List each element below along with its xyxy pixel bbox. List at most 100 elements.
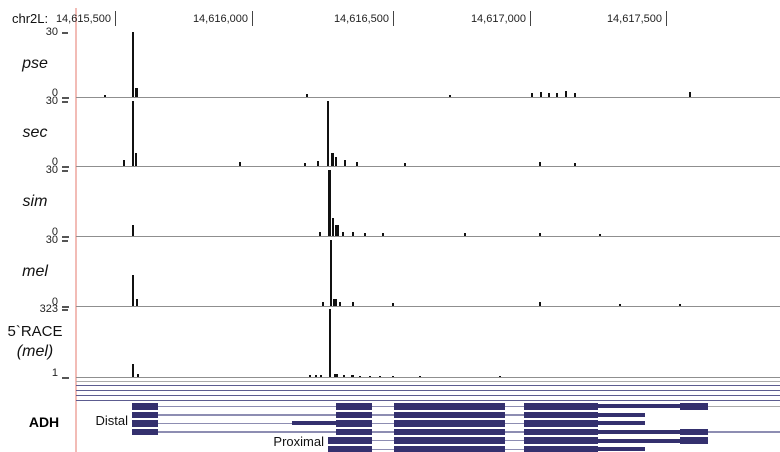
signal-spike (326, 101, 330, 166)
signal-spike (356, 161, 358, 166)
transcript-exon (336, 403, 372, 410)
transcript-exon (680, 428, 708, 436)
transcript-intron-line (158, 431, 336, 433)
transcript-intron-line (708, 431, 780, 433)
signal-spike (344, 159, 346, 166)
ruler-tick-mark (115, 11, 116, 26)
signal-spike (132, 364, 134, 377)
distal-promoter-label: Distal (95, 413, 128, 428)
track-baseline (76, 166, 780, 168)
transcript-intron-line (158, 405, 336, 407)
signal-spike (132, 225, 134, 236)
transcript-exon (524, 403, 598, 410)
transcript-exon (132, 420, 158, 427)
track-baseline (76, 306, 780, 308)
signal-spike (548, 92, 550, 97)
track-baseline (76, 377, 780, 379)
y-axis-max-label: 30 (45, 234, 58, 246)
signal-spike (332, 218, 334, 236)
signal-spike (352, 231, 354, 236)
transcript-exon (524, 420, 598, 427)
transcript-utr-bar (598, 430, 680, 435)
signal-spike (679, 303, 681, 306)
signal-spike (364, 232, 366, 236)
signal-spike (343, 375, 345, 377)
signal-spike (330, 153, 334, 166)
transcript-exon (336, 411, 372, 419)
flanking-gene-transcript-line (76, 400, 780, 402)
transcript-exon (328, 446, 372, 452)
y-axis-min-tick (62, 306, 69, 308)
transcript-intron-line (505, 431, 524, 433)
signal-spike (379, 375, 381, 377)
y-axis-min-tick (62, 377, 69, 379)
transcript-exon (524, 446, 598, 452)
transcript-exon (394, 403, 505, 410)
transcript-exon (524, 437, 598, 444)
transcript-intron-line (158, 414, 336, 416)
transcript-intron-line (372, 405, 394, 407)
signal-spike (309, 375, 311, 377)
track-name-sublabel: (mel) (16, 343, 54, 360)
signal-spike (369, 375, 371, 377)
ruler-coordinate-label: 14,616,500 (333, 13, 389, 25)
y-axis-min-label: 0 (51, 87, 58, 99)
signal-spike (327, 170, 331, 236)
ruler-tick-mark (393, 11, 394, 26)
transcript-exon (132, 411, 158, 419)
transcript-intron-line (372, 422, 394, 425)
ruler-tick-mark (252, 11, 253, 26)
signal-spike (539, 301, 541, 306)
transcript-exon (394, 428, 505, 436)
transcript-exon (132, 403, 158, 410)
signal-spike (328, 309, 332, 377)
transcript-exon (336, 428, 372, 436)
signal-spike (132, 275, 134, 306)
transcript-utr-bar (598, 404, 680, 409)
ruler-coordinate-label: 14,617,500 (606, 13, 662, 25)
signal-spike (574, 162, 576, 166)
transcript-intron-line (505, 405, 524, 407)
signal-spike (136, 299, 138, 306)
signal-spike (689, 91, 691, 97)
chromosome-label: chr2L: (12, 11, 49, 26)
y-axis-min-label: 0 (51, 226, 58, 238)
signal-spike (599, 233, 601, 236)
flanking-gene-transcript-line (76, 395, 780, 397)
signal-spike (306, 93, 308, 97)
transcript-intron-line (372, 414, 394, 416)
transcript-utr-bar (598, 421, 645, 426)
transcript-intron-line (158, 422, 292, 425)
y-axis-max-label: 30 (45, 164, 58, 176)
signal-spike (449, 94, 451, 97)
signal-spike (239, 161, 241, 166)
ruler-tick-mark (530, 11, 531, 26)
signal-spike (322, 301, 324, 306)
signal-spike (565, 90, 567, 97)
signal-spike (131, 32, 135, 97)
transcript-exon (680, 437, 708, 444)
transcript-utr-bar (598, 447, 645, 452)
transcript-utr-bar (598, 438, 680, 443)
signal-spike (317, 160, 319, 166)
y-axis-max-tick (62, 101, 68, 103)
signal-spike (335, 225, 339, 236)
signal-spike (499, 375, 501, 377)
signal-spike (352, 301, 354, 306)
y-axis-min-tick (62, 97, 69, 99)
signal-spike (342, 231, 344, 236)
plot-left-border (75, 8, 77, 452)
signal-spike (137, 373, 139, 377)
y-axis-max-tick (62, 240, 68, 242)
signal-spike (334, 374, 338, 377)
flanking-gene-transcript-line (76, 390, 780, 392)
gene-name-label: ADH (28, 414, 60, 430)
transcript-intron-line (372, 439, 394, 442)
signal-spike (531, 92, 533, 97)
transcript-exon (336, 420, 372, 427)
signal-spike (556, 92, 558, 97)
track-name-label: pse (22, 54, 48, 72)
transcript-intron-line (372, 448, 394, 450)
transcript-exon (524, 428, 598, 436)
